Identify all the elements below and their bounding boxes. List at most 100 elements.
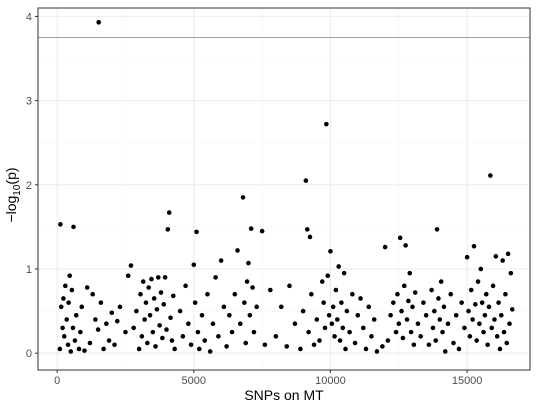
data-point — [505, 251, 511, 257]
data-point — [162, 275, 168, 280]
data-point — [138, 291, 143, 297]
data-point — [307, 234, 313, 240]
data-point — [140, 279, 146, 284]
data-point — [67, 273, 73, 279]
data-point — [229, 329, 235, 335]
data-point — [360, 325, 366, 331]
data-point — [332, 334, 337, 339]
data-point — [79, 304, 85, 310]
data-point — [462, 325, 467, 331]
data-point — [268, 287, 273, 293]
data-point — [161, 302, 167, 307]
data-point — [479, 300, 485, 305]
data-point — [432, 308, 437, 314]
data-point — [202, 338, 208, 343]
data-point — [84, 285, 90, 290]
data-point — [195, 329, 201, 335]
data-point — [78, 329, 83, 335]
data-point — [509, 307, 515, 312]
data-point — [325, 273, 331, 279]
data-point — [139, 334, 145, 339]
data-point — [453, 312, 459, 318]
data-point — [191, 262, 197, 268]
data-point — [490, 283, 496, 289]
data-point — [207, 349, 213, 354]
data-point — [404, 317, 410, 322]
data-point — [168, 315, 173, 321]
data-point — [254, 304, 259, 310]
data-point — [213, 275, 218, 280]
data-point — [497, 346, 503, 352]
data-point — [188, 342, 194, 348]
data-point — [380, 344, 385, 349]
data-point — [500, 258, 505, 263]
data-point — [134, 308, 139, 314]
data-point — [63, 283, 68, 289]
data-point — [196, 346, 202, 352]
data-point — [400, 335, 406, 341]
data-point — [165, 227, 171, 232]
data-point — [393, 329, 399, 335]
data-point — [259, 228, 265, 234]
data-point — [329, 321, 335, 326]
data-point — [71, 224, 76, 230]
data-point — [429, 287, 434, 293]
data-point — [442, 349, 448, 354]
data-point — [504, 340, 510, 346]
data-point — [250, 285, 255, 290]
data-point — [131, 325, 136, 331]
data-point — [477, 321, 482, 326]
data-point — [406, 298, 411, 304]
data-point — [87, 340, 93, 346]
data-point — [192, 300, 198, 305]
data-point — [244, 279, 250, 284]
data-point — [61, 334, 67, 339]
data-point — [475, 279, 481, 284]
data-point — [160, 335, 165, 341]
data-point — [430, 325, 436, 331]
x-axis-title: SNPs on MT — [244, 387, 324, 403]
data-point — [433, 338, 439, 343]
data-point — [248, 226, 254, 231]
x-tick-label: 5000 — [182, 375, 206, 387]
data-point — [339, 300, 344, 305]
data-point — [300, 308, 306, 314]
data-point — [243, 340, 249, 346]
y-tick-label: 0 — [26, 348, 32, 360]
data-point — [471, 243, 477, 249]
data-point — [199, 312, 205, 318]
data-point — [136, 346, 142, 352]
data-point — [321, 300, 326, 305]
data-point — [415, 321, 421, 326]
data-point — [304, 227, 310, 232]
data-point — [309, 291, 314, 297]
data-point — [328, 248, 333, 254]
data-point — [445, 321, 451, 326]
data-point — [488, 173, 493, 178]
major-gridlines — [38, 8, 530, 370]
x-tick-label: 0 — [54, 375, 60, 387]
data-point — [143, 300, 149, 305]
data-point — [146, 285, 151, 290]
data-point — [324, 121, 329, 127]
data-point — [72, 338, 78, 343]
data-point — [73, 312, 79, 318]
data-point — [109, 310, 115, 316]
data-point — [474, 338, 480, 343]
data-point — [154, 307, 160, 312]
y-tick-label: 1 — [26, 264, 32, 276]
data-point — [96, 20, 101, 25]
data-point — [224, 344, 229, 349]
data-point — [218, 258, 224, 263]
data-point — [237, 321, 243, 326]
data-point — [106, 338, 112, 343]
y-tick-label: 4 — [26, 11, 32, 23]
data-point — [322, 325, 328, 331]
data-point — [358, 296, 363, 301]
data-point — [101, 346, 106, 352]
data-point — [240, 195, 246, 200]
data-point — [499, 312, 504, 318]
data-point — [366, 304, 372, 310]
data-point — [441, 304, 447, 310]
